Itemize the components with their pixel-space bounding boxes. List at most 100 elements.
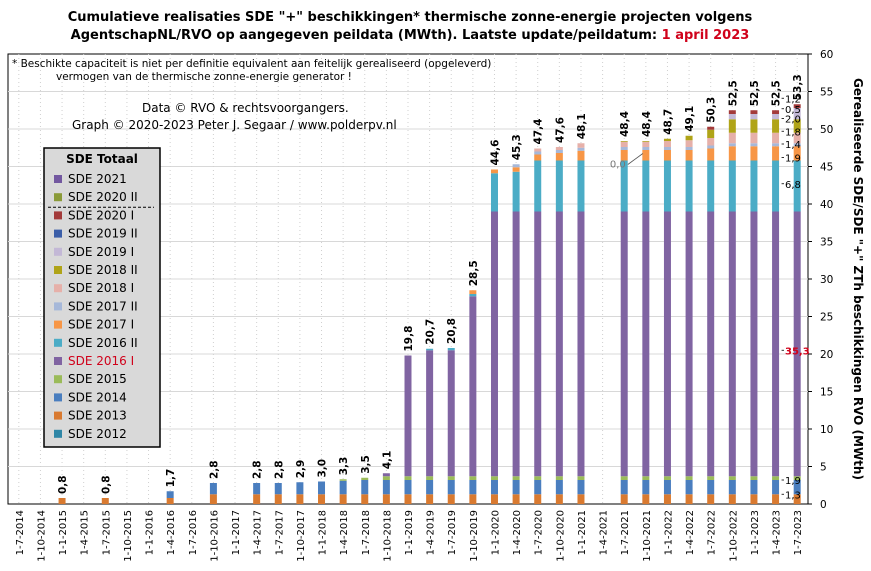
annotation-label: 1,8 <box>785 127 801 138</box>
bar-segment <box>469 480 477 495</box>
inline-annotation-label: 0,0 <box>610 160 626 171</box>
bar-segment <box>793 119 801 133</box>
bar-segment <box>793 132 801 144</box>
bar-segment <box>663 147 671 150</box>
x-tick-label: 1-7-2015 <box>101 510 112 555</box>
bar-segment <box>707 160 715 212</box>
bar-segment <box>577 143 585 148</box>
bar-segment <box>707 148 715 161</box>
credit-line1: Data © RVO & rechtsvoorgangers. <box>142 101 349 115</box>
y-tick-label: 60 <box>820 49 833 61</box>
bar-segment <box>728 119 736 133</box>
bar-segment <box>707 476 715 480</box>
legend-swatch <box>54 302 62 311</box>
bar-segment <box>685 211 693 477</box>
bar-segment <box>447 348 455 351</box>
bar-segment <box>426 494 434 504</box>
x-tick-label: 1-7-2019 <box>447 510 458 555</box>
y-tick-label: 45 <box>820 162 833 174</box>
bar-segment <box>404 476 412 480</box>
bar-segment <box>620 494 628 504</box>
bar-segment <box>534 480 542 495</box>
bar-segment <box>685 150 693 161</box>
legend-label: SDE 2018 I <box>68 281 134 295</box>
bar-segment <box>750 476 758 480</box>
annotation-label: 1,2 <box>785 94 801 105</box>
bar-segment <box>209 483 217 495</box>
bar-segment <box>577 480 585 495</box>
legend-swatch <box>54 320 62 329</box>
bar-segment <box>555 494 563 504</box>
annotation-label: 1,3 <box>785 490 801 501</box>
bar-segment <box>793 108 801 120</box>
bar-segment <box>728 160 736 212</box>
bar-segment <box>642 141 650 142</box>
legend-swatch <box>54 429 62 438</box>
bar-segment <box>663 494 671 504</box>
bar-segment <box>728 211 736 477</box>
bar-segment <box>728 480 736 495</box>
bar-segment <box>620 160 628 212</box>
x-tick-label: 1-1-2019 <box>404 510 415 555</box>
x-tick-label: 1-7-2022 <box>707 510 718 555</box>
bar-segment <box>534 494 542 504</box>
legend-label: SDE 2020 II <box>68 190 138 204</box>
x-tick-label: 1-4-2017 <box>253 510 264 555</box>
bar-segment <box>426 348 434 351</box>
bar-segment <box>620 141 628 142</box>
y-tick-label: 10 <box>820 424 833 436</box>
x-tick-label: 1-7-2018 <box>361 510 372 555</box>
bar-segment <box>642 160 650 212</box>
bar-total-label: 52,5 <box>749 80 761 106</box>
bar-segment <box>469 476 477 480</box>
bar-segment <box>534 148 542 152</box>
x-tick-label: 1-10-2019 <box>469 510 480 562</box>
bar-segment <box>534 211 542 477</box>
bar-segment <box>750 119 758 133</box>
bar-total-label: 3,5 <box>360 455 372 474</box>
bar-total-label: 2,9 <box>295 460 307 479</box>
x-tick-label: 1-10-2014 <box>36 510 47 562</box>
bar-segment <box>404 494 412 504</box>
bar-segment <box>382 473 390 477</box>
legend-label: SDE 2021 <box>68 172 127 186</box>
x-tick-label: 1-7-2016 <box>188 510 199 555</box>
annotation-label: 1,4 <box>785 140 801 151</box>
legend-label: SDE 2015 <box>68 372 127 386</box>
bar-total-label: 0,8 <box>100 475 112 494</box>
bar-segment <box>490 169 498 174</box>
bar-segment <box>728 146 736 161</box>
bar-segment <box>793 160 801 212</box>
x-tick-label: 1-10-2022 <box>728 510 739 562</box>
bar-total-label: 2,8 <box>252 460 264 479</box>
bar-segment <box>296 482 304 495</box>
bar-segment <box>772 476 780 480</box>
bar-segment <box>793 494 801 504</box>
bar-segment <box>296 494 304 504</box>
bar-segment <box>512 171 520 212</box>
legend-label: SDE 2016 II <box>68 336 138 350</box>
bar-segment <box>447 494 455 504</box>
bar-total-label: 20,8 <box>446 318 458 344</box>
bar-segment <box>707 480 715 495</box>
bar-segment <box>707 211 715 477</box>
bar-total-label: 48,4 <box>619 111 631 137</box>
bar-segment <box>253 494 261 504</box>
bar-segment <box>750 143 758 147</box>
bar-segment <box>663 211 671 477</box>
bar-total-label: 0,8 <box>57 475 69 494</box>
bar-segment <box>447 480 455 495</box>
bar-segment <box>772 211 780 477</box>
bar-segment <box>469 294 477 297</box>
bar-segment <box>339 480 347 495</box>
bar-segment <box>209 494 217 504</box>
bar-segment <box>426 480 434 495</box>
x-tick-label: 1-7-2017 <box>274 510 285 555</box>
bar-segment <box>447 350 455 477</box>
bar-segment <box>750 211 758 477</box>
annotation-label: 1,9 <box>785 476 801 487</box>
y-tick-label: 30 <box>820 274 833 286</box>
bar-segment <box>772 114 780 120</box>
annotation-label: 6,8 <box>785 180 801 191</box>
bar-segment <box>361 480 369 495</box>
